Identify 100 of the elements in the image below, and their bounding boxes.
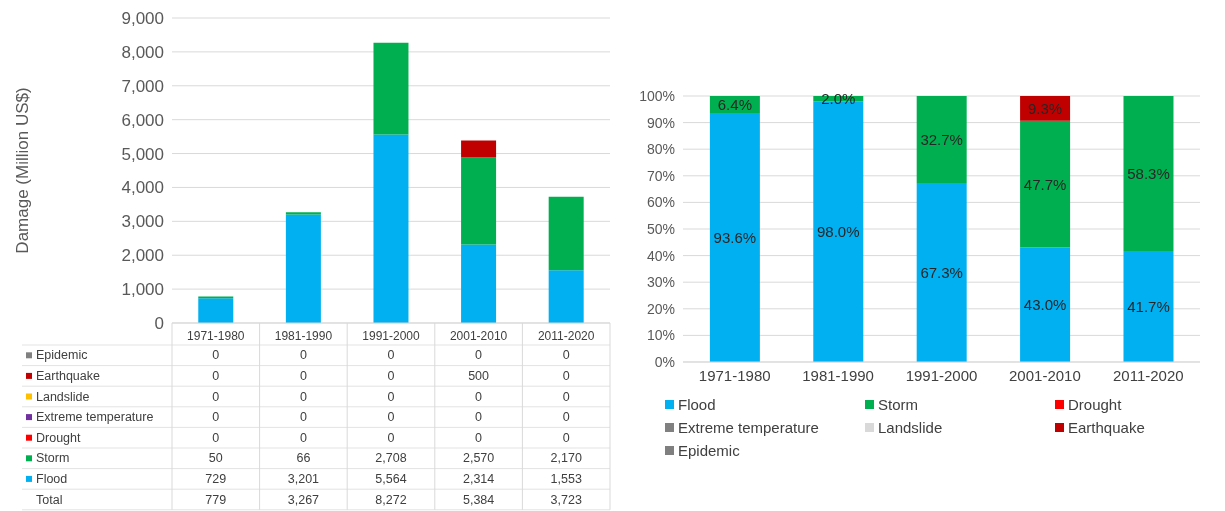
data-label: 0: [299, 389, 307, 404]
data-label: 0: [475, 348, 483, 363]
bar: [373, 134, 409, 323]
data-label: 0: [299, 410, 307, 425]
y-axis-title: Damage (Million US$): [13, 87, 33, 254]
y-tick-label: 40%: [646, 247, 675, 264]
bar: [916, 96, 967, 183]
data-label: 0: [387, 389, 395, 404]
data-label: 5,564: [375, 471, 407, 486]
data-label: 0: [387, 368, 395, 383]
data-label: 0: [475, 430, 483, 445]
y-tick-label: 90%: [646, 114, 675, 131]
x-tick-label: 1981-1990: [274, 328, 333, 343]
legend-label: Flood: [678, 396, 716, 413]
x-tick-label: 2001-2010: [1009, 366, 1081, 384]
y-tick-label: 3,000: [121, 212, 164, 232]
bar: [461, 140, 497, 158]
data-label: 6.4%: [717, 96, 752, 114]
data-label: 0: [387, 430, 395, 445]
data-label: 47.7%: [1023, 175, 1067, 193]
data-label: 0: [562, 348, 570, 363]
data-label: 0: [212, 368, 220, 383]
data-label: 50: [208, 451, 223, 466]
bar: [1020, 120, 1071, 248]
y-tick-label: 7,000: [121, 76, 164, 96]
data-label: 0: [212, 430, 220, 445]
legend-label: Epidemic: [36, 348, 88, 363]
data-label: 0: [212, 410, 220, 425]
legend-label: Drought: [1068, 396, 1122, 413]
data-label: 0: [299, 430, 307, 445]
y-tick-label: 100%: [639, 87, 675, 104]
bar: [198, 298, 234, 323]
data-label: 729: [205, 471, 227, 486]
data-label: 2,708: [375, 451, 407, 466]
bar: [285, 214, 321, 323]
legend-label: Earthquake: [1068, 419, 1145, 436]
text: Total: [36, 492, 63, 507]
legend-label: Earthquake: [36, 368, 100, 383]
x-tick-label: 2011-2020: [1112, 366, 1184, 384]
text: 3,267: [287, 492, 320, 507]
bar: [548, 270, 584, 323]
data-label: 0: [387, 410, 395, 425]
bar: [548, 196, 584, 271]
bar: [285, 212, 321, 215]
x-tick-label: 1971-1980: [187, 328, 245, 343]
y-tick-label: 30%: [646, 274, 675, 291]
legend-label: Drought: [36, 430, 81, 445]
x-tick-label: 1991-2000: [362, 328, 421, 343]
y-tick-label: 70%: [646, 167, 675, 184]
data-label: 32.7%: [920, 130, 963, 148]
data-label: 0: [562, 410, 570, 425]
bar: [461, 157, 497, 245]
data-label: 3,201: [287, 471, 320, 486]
legend-label: Extreme temperature: [36, 410, 154, 425]
data-label: 98.0%: [817, 223, 860, 241]
data-label: 41.7%: [1127, 298, 1170, 316]
x-tick-label: 2001-2010: [449, 328, 508, 343]
data-label: 58.3%: [1127, 165, 1170, 183]
data-label: 0: [299, 368, 307, 383]
y-tick-label: 50%: [646, 220, 675, 237]
y-tick-label: 0: [154, 314, 164, 334]
bar: [461, 244, 497, 323]
bar: [709, 113, 760, 362]
data-label: 2,314: [462, 471, 495, 486]
data-label: 67.3%: [920, 263, 963, 281]
data-label: 500: [468, 368, 490, 383]
legend-label: Extreme temperature: [678, 419, 819, 436]
data-label: 0: [562, 389, 570, 404]
y-tick-label: 6,000: [121, 110, 164, 130]
data-label: 0: [562, 368, 570, 383]
data-label: 0: [562, 430, 570, 445]
x-tick-label: 1971-1980: [698, 366, 771, 384]
bar: [916, 182, 967, 362]
y-tick-label: 4,000: [121, 178, 164, 198]
data-label: 2,570: [462, 451, 495, 466]
data-label: 0: [212, 389, 220, 404]
y-tick-label: 5,000: [121, 144, 164, 164]
legend-label: Landslide: [878, 419, 943, 436]
bar: [1020, 247, 1071, 362]
legend-label: Storm: [36, 451, 70, 466]
x-tick-label: 1981-1990: [802, 366, 874, 384]
y-tick-label: 8,000: [121, 42, 164, 62]
data-label: 9.3%: [1027, 99, 1063, 117]
text: 8,272: [375, 492, 407, 507]
y-tick-label: 60%: [646, 194, 675, 211]
data-label: 1,553: [550, 471, 582, 486]
bar: [373, 42, 409, 135]
legend-label: Storm: [878, 396, 919, 413]
y-tick-label: 2,000: [121, 246, 164, 266]
y-tick-label: 1,000: [121, 280, 164, 300]
legend-label: Epidemic: [678, 442, 740, 459]
y-tick-label: 80%: [646, 141, 675, 158]
data-label: 66: [296, 451, 311, 466]
legend-label: Flood: [36, 471, 68, 486]
bar: [1123, 251, 1174, 362]
legend-label: Landslide: [36, 389, 90, 404]
data-label: 0: [475, 410, 483, 425]
data-label: 43.0%: [1023, 296, 1067, 314]
x-tick-label: 1991-2000: [905, 366, 978, 384]
data-label: 2,170: [550, 451, 582, 466]
